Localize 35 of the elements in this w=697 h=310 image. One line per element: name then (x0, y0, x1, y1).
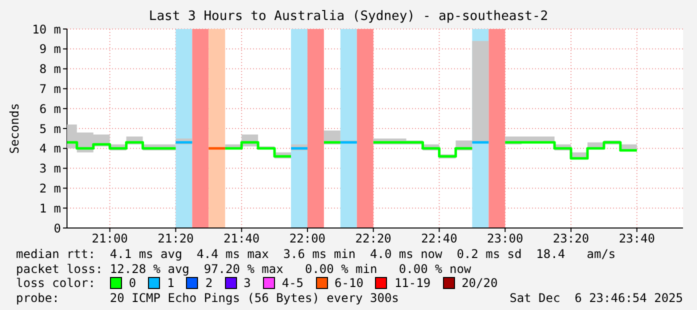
y-axis-title: Seconds (7, 103, 22, 154)
y-tick-label: 0 (54, 221, 61, 236)
legend-label: 4-5 (282, 276, 304, 290)
legend-label: 1 (167, 276, 174, 290)
y-tick-label: 3 m (39, 162, 61, 176)
legend-label: 0 (128, 276, 136, 290)
y-tick-label: 8 m (39, 62, 61, 76)
y-tick-label: 4 m (39, 142, 61, 156)
y-tick-label: 5 m (39, 122, 61, 136)
y-tick-label: 10 m (32, 22, 61, 36)
x-tick-label: 21:40 (224, 232, 260, 246)
x-tick-label: 22:20 (355, 232, 392, 246)
y-tick-label: 9 m (39, 42, 61, 56)
text: median rtt: 4.1 ms avg 4.4 ms max 3.6 ms min 4.0 ms now 0.2 ms sd 18.4 am/s (16, 247, 617, 262)
legend-title: loss color: (16, 276, 96, 290)
x-tick-label: 21:00 (92, 232, 128, 246)
chart-title: Last 3 Hours to Australia (Sydney) - ap-southeast-2 (148, 9, 550, 24)
legend-label: 3 (244, 276, 251, 290)
legend-label: 2 (205, 276, 213, 290)
y-tick-label: 6 m (39, 102, 61, 116)
y-tick-label: 2 m (39, 181, 61, 196)
legend-label: 20/20 (462, 276, 498, 290)
legend-label: 11-19 (394, 276, 431, 290)
x-tick-label: 22:40 (421, 232, 458, 246)
y-tick-label: 1 m (39, 201, 61, 216)
text: Sat Dec 6 23:46:54 2025 (510, 290, 683, 305)
x-tick-label: 23:40 (618, 232, 655, 246)
legend-label: 6-10 (334, 276, 364, 290)
y-tick-label: 7 m (39, 82, 61, 96)
x-tick-label: 23:00 (487, 232, 524, 246)
text: probe: 20 ICMP Echo Pings (56 Bytes) every 300s (16, 290, 399, 305)
x-tick-label: 22:00 (289, 232, 326, 246)
x-tick-label: 23:20 (552, 232, 590, 246)
x-tick-label: 21:20 (158, 232, 194, 246)
text: packet loss: 12.28 % avg 97.20 % max 0.00 % min 0.00 % now (16, 262, 472, 276)
